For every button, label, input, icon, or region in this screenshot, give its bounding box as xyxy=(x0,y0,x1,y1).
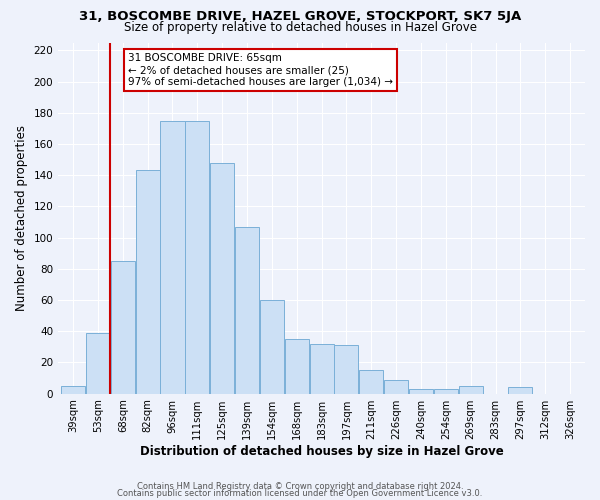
Y-axis label: Number of detached properties: Number of detached properties xyxy=(15,125,28,311)
Text: Contains public sector information licensed under the Open Government Licence v3: Contains public sector information licen… xyxy=(118,490,482,498)
Text: 31, BOSCOMBE DRIVE, HAZEL GROVE, STOCKPORT, SK7 5JA: 31, BOSCOMBE DRIVE, HAZEL GROVE, STOCKPO… xyxy=(79,10,521,23)
Bar xyxy=(384,380,408,394)
Bar xyxy=(334,346,358,394)
Bar xyxy=(86,333,110,394)
Bar xyxy=(160,120,185,394)
X-axis label: Distribution of detached houses by size in Hazel Grove: Distribution of detached houses by size … xyxy=(140,444,503,458)
Bar xyxy=(409,389,433,394)
Bar xyxy=(260,300,284,394)
Bar xyxy=(61,386,85,394)
Bar xyxy=(508,388,532,394)
Bar xyxy=(235,226,259,394)
Bar xyxy=(185,120,209,394)
Bar xyxy=(434,389,458,394)
Bar xyxy=(310,344,334,394)
Bar xyxy=(359,370,383,394)
Text: 31 BOSCOMBE DRIVE: 65sqm
← 2% of detached houses are smaller (25)
97% of semi-de: 31 BOSCOMBE DRIVE: 65sqm ← 2% of detache… xyxy=(128,54,393,86)
Bar xyxy=(284,339,309,394)
Text: Size of property relative to detached houses in Hazel Grove: Size of property relative to detached ho… xyxy=(124,22,476,35)
Bar xyxy=(136,170,160,394)
Text: Contains HM Land Registry data © Crown copyright and database right 2024.: Contains HM Land Registry data © Crown c… xyxy=(137,482,463,491)
Bar xyxy=(458,386,483,394)
Bar xyxy=(210,162,234,394)
Bar xyxy=(111,261,135,394)
